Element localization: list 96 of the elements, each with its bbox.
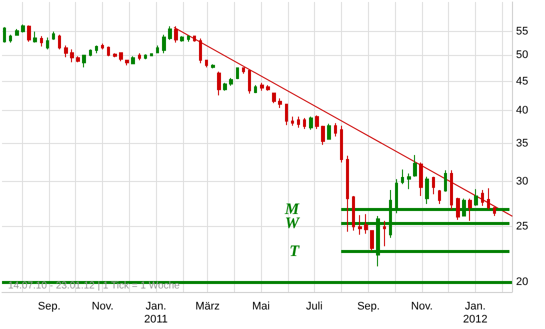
candlestick: [107, 46, 110, 57]
candlestick: [40, 36, 43, 47]
candlestick: [254, 84, 257, 94]
candlestick: [297, 116, 300, 128]
x-tick-label: Nov.: [92, 300, 114, 312]
candlestick: [327, 123, 331, 140]
candlestick: [15, 28, 19, 36]
y-tick-label: 55: [516, 26, 528, 38]
candlestick: [64, 45, 68, 58]
candlestick: [432, 176, 435, 195]
candlestick: [468, 198, 472, 222]
y-tick-label: 40: [516, 104, 528, 116]
candlestick: [450, 170, 453, 210]
candlestick: [229, 78, 233, 86]
candlestick: [346, 155, 349, 232]
candlestick: [46, 37, 49, 50]
candlestick: [131, 56, 135, 65]
candlestick: [95, 45, 98, 54]
candlestick: [89, 48, 92, 57]
candlestick: [144, 54, 147, 60]
candlestick: [419, 162, 423, 197]
ref-line-label: W: [284, 215, 301, 232]
candlestick: [248, 70, 251, 94]
candlestick: [321, 125, 325, 146]
candlestick: [413, 154, 417, 178]
annotation: 14.07.10 - 23.01.12 | 1 Tick = 1 Woche: [8, 280, 180, 292]
candlestick: [272, 92, 276, 104]
x-tick-label: März: [195, 300, 220, 312]
candlestick: [27, 24, 31, 42]
candlestick: [223, 82, 227, 92]
candlestick: [481, 189, 484, 206]
candlestick: [444, 170, 447, 192]
candlestick: [438, 189, 441, 205]
candlestick: [425, 176, 429, 205]
candlestick: [291, 116, 294, 126]
candlestick: [242, 66, 245, 74]
candlestick: [217, 71, 221, 96]
y-tick-label: 50: [516, 49, 528, 62]
x-tick-label: Sep.: [357, 300, 380, 312]
candlestick: [383, 220, 386, 247]
candlestick: [211, 64, 215, 69]
y-tick-label: 30: [516, 176, 528, 188]
x-tick-label: Juli: [306, 300, 323, 312]
candlestick: [180, 36, 184, 42]
candlestick: [315, 114, 319, 130]
candlestick: [370, 230, 374, 252]
candlestick: [119, 52, 123, 62]
candlestick: [352, 196, 355, 232]
candlestick: [162, 34, 166, 54]
candlestick: [303, 117, 306, 130]
candlestick: [266, 84, 270, 92]
candlestick: [187, 36, 190, 42]
x-tick-label: Jan. 2012: [463, 300, 488, 326]
candlestick: [407, 172, 411, 190]
candlestick: [70, 48, 74, 63]
candlestick: [487, 188, 490, 210]
candlestick: [364, 214, 368, 234]
y-tick-label: 45: [516, 75, 528, 88]
candlestick: [125, 60, 129, 66]
candlestick: [82, 54, 86, 68]
y-tick-label: 35: [516, 137, 528, 150]
candlestick: [205, 60, 208, 68]
candlestick: [33, 31, 37, 44]
candlestick: [156, 45, 159, 54]
candlestick: [101, 43, 104, 50]
candlestick: [58, 34, 61, 50]
candlestick: [138, 52, 141, 61]
candlestick: [21, 24, 25, 34]
candlestick: [113, 52, 117, 58]
candlestick: [236, 66, 239, 80]
y-tick-label: 20: [516, 276, 528, 288]
y-tick-label: 25: [516, 220, 528, 233]
candlestick: [52, 31, 55, 40]
x-tick-label: Nov.: [410, 300, 433, 312]
candlestick: [285, 104, 288, 126]
candlestick: [334, 122, 337, 137]
candlestick: [3, 26, 6, 44]
candlestick: [358, 214, 362, 236]
candlestick: [309, 116, 313, 130]
candlestick: [168, 26, 172, 40]
candlestick: [260, 82, 264, 92]
candlestick: [340, 125, 343, 164]
candlestick: [9, 34, 12, 44]
candlestick: [474, 188, 478, 206]
candlestick: [150, 52, 153, 57]
ref-line-label: M: [284, 200, 300, 218]
candlestick: [456, 197, 460, 220]
ref-line-label: T: [289, 243, 300, 260]
x-tick-label: Sep.: [38, 300, 61, 312]
candlestick: [401, 169, 404, 185]
x-tick-label: Mai: [252, 300, 270, 312]
candlestick: [193, 36, 196, 42]
candlestick: [76, 56, 80, 63]
x-tick-label: Jan. 2011: [144, 300, 168, 326]
candlestick: [278, 98, 282, 108]
candlestick: [199, 38, 202, 64]
